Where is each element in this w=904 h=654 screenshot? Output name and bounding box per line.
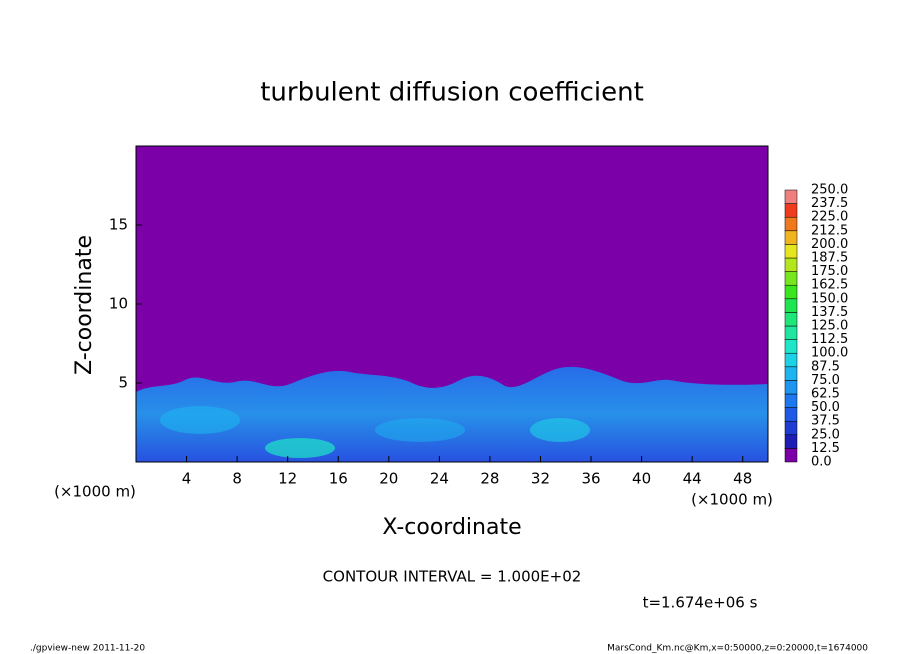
colorbar-box <box>784 420 798 436</box>
colorbar-label: 137.5 <box>811 305 848 320</box>
y-tick-label: 10 <box>109 295 128 313</box>
colorbar-box <box>784 298 798 313</box>
colorbar-label: 12.5 <box>811 441 840 456</box>
colorbar-box <box>784 407 798 422</box>
x-tick-label: 16 <box>329 470 348 488</box>
colorbar-box <box>784 271 798 286</box>
x-tick-label: 12 <box>278 470 297 488</box>
colorbar-label: 187.5 <box>811 251 848 266</box>
colorbar-label: 62.5 <box>811 387 840 402</box>
colorbar-label: 150.0 <box>811 291 848 306</box>
colorbar-label: 212.5 <box>811 223 848 238</box>
colorbar-label: 250.0 <box>811 183 848 198</box>
colorbar-label: 100.0 <box>811 346 848 361</box>
colorbar-box <box>784 203 798 218</box>
colorbar-box <box>784 366 798 381</box>
x-tick-label: 44 <box>683 470 702 488</box>
colorbar-box <box>784 393 798 408</box>
colorbar-label: 200.0 <box>811 237 848 252</box>
colorbar-label: 50.0 <box>811 400 840 415</box>
colorbar-box <box>784 189 798 204</box>
x-tick-label: 8 <box>232 470 242 488</box>
x-tick-label: 28 <box>480 470 499 488</box>
x-tick-label: 32 <box>531 470 550 488</box>
x-tick-label: 36 <box>581 470 600 488</box>
footer-right: MarsCond_Km.nc@Km,x=0:50000,z=0:20000,t=… <box>607 644 868 654</box>
chart-title: turbulent diffusion coefficient <box>260 78 644 108</box>
colorbar-label: 237.5 <box>811 196 848 211</box>
x-tick-label: 40 <box>632 470 651 488</box>
turbulent-patch <box>160 406 240 434</box>
x-tick-label: 4 <box>182 470 192 488</box>
colorbar-box <box>784 230 798 245</box>
colorbar-label: 37.5 <box>811 414 840 429</box>
x-tick-label: 24 <box>430 470 449 488</box>
x-unit: (×1000 m) <box>691 491 773 509</box>
turbulent-patch <box>375 418 465 442</box>
colorbar-box <box>784 339 798 354</box>
colorbar-label: 75.0 <box>811 373 840 388</box>
y-tick-label: 15 <box>109 216 128 234</box>
colorbar-label: 25.0 <box>811 427 840 442</box>
footer-left: ./gpview-new 2011-11-20 <box>30 644 145 654</box>
colorbar-box <box>784 380 798 395</box>
time-label: t=1.674e+06 s <box>643 594 758 612</box>
colorbar-box <box>784 312 798 327</box>
colorbar-label: 225.0 <box>811 210 848 225</box>
turbulent-patch <box>530 418 590 442</box>
x-tick-label: 48 <box>733 470 752 488</box>
colorbar-box <box>784 325 798 340</box>
colorbar-box <box>784 448 798 463</box>
colorbar-label: 175.0 <box>811 264 848 279</box>
x-axis-label: X-coordinate <box>382 515 521 540</box>
colorbar-label: 162.5 <box>811 278 848 293</box>
colorbar-label: 112.5 <box>811 332 848 347</box>
y-axis-label: Z-coordinate <box>72 235 97 375</box>
colorbar-box <box>784 284 798 300</box>
colorbar-label: 87.5 <box>811 359 840 374</box>
turbulent-patch <box>265 438 335 458</box>
colorbar-box <box>784 434 798 449</box>
colorbar-box <box>784 216 798 232</box>
colorbar-label: 0.0 <box>811 455 832 470</box>
colorbar-box <box>784 352 798 368</box>
y-tick-label: 5 <box>118 374 128 392</box>
colorbar-label: 125.0 <box>811 319 848 334</box>
contour-interval: CONTOUR INTERVAL = 1.000E+02 <box>323 568 582 586</box>
x-tick-label: 20 <box>379 470 398 488</box>
colorbar-box <box>784 257 798 272</box>
x-unit: (×1000 m) <box>54 483 136 501</box>
colorbar-box <box>784 244 798 259</box>
